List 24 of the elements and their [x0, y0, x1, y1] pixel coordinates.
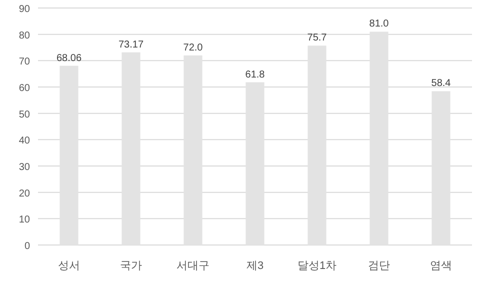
- xtick: 서대구: [176, 260, 210, 272]
- data-label: 72.0: [183, 42, 203, 54]
- ytick: 50: [18, 109, 30, 120]
- data-label: 61.8: [245, 69, 265, 80]
- ytick: 60: [18, 83, 30, 94]
- data-label: 73.17: [118, 39, 144, 50]
- xtick: 염색: [430, 260, 452, 272]
- xtick: 검단: [368, 260, 390, 272]
- ytick: 10: [18, 214, 30, 226]
- ytick: 90: [18, 4, 30, 15]
- xtick: 제3: [246, 260, 264, 272]
- data-label: 81.0: [369, 18, 389, 30]
- ytick: 80: [18, 30, 30, 42]
- data-label: 75.7: [307, 32, 327, 44]
- data-label: 58.4: [431, 78, 451, 90]
- xtick: 달성1차: [297, 260, 337, 272]
- ytick: 20: [18, 188, 30, 200]
- ytick: 30: [18, 162, 30, 173]
- ytick: 70: [18, 56, 30, 68]
- xtick: 국가: [120, 260, 142, 272]
- xtick: 성서: [58, 260, 80, 272]
- data-label: 68.06: [56, 52, 82, 64]
- ytick: 40: [18, 136, 30, 147]
- ytick: 0: [24, 241, 30, 252]
